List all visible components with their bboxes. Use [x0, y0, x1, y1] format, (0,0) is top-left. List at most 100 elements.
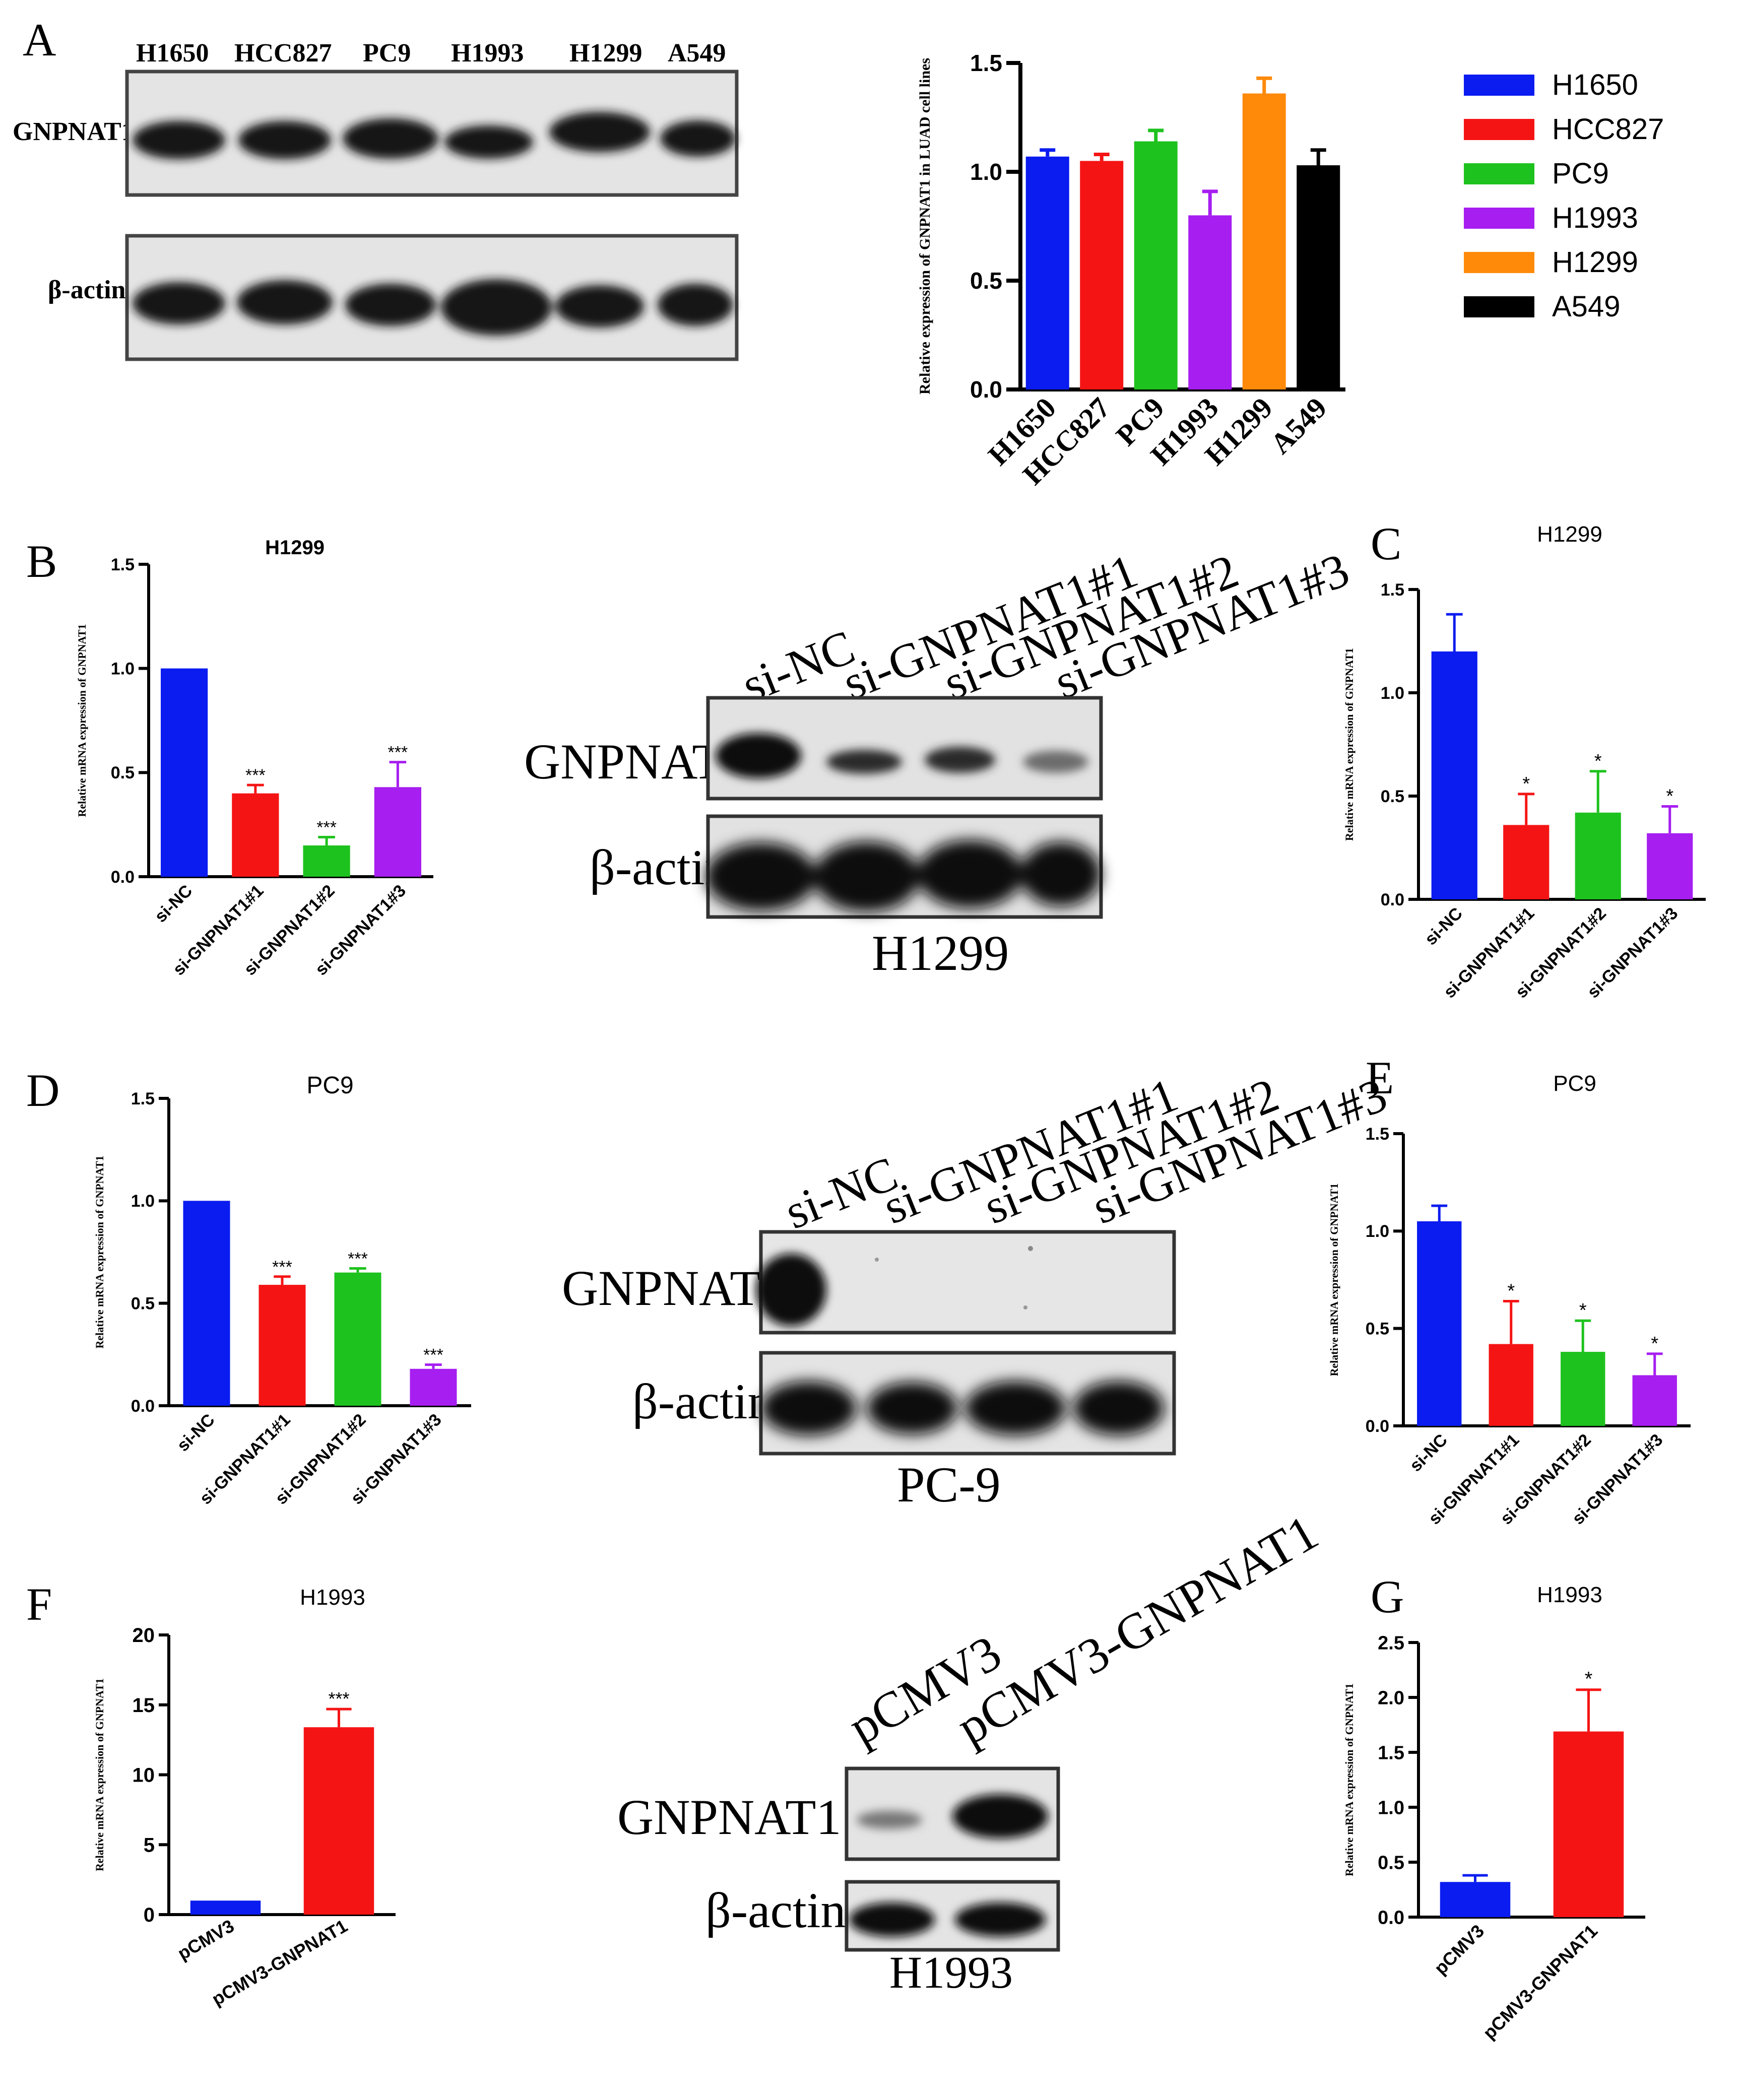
y-axis-label: Relative mRNA expression of GNPNAT1 — [1343, 648, 1355, 841]
bar — [334, 1272, 381, 1406]
significance-label: * — [1666, 786, 1673, 807]
panel-letter-f: F — [26, 1579, 52, 1630]
blot-a-band — [441, 279, 552, 336]
legend-swatch — [1464, 252, 1534, 273]
bar — [1561, 1352, 1605, 1426]
blot-pc9-speck — [1028, 1246, 1033, 1251]
panel-letter-a: A — [23, 14, 56, 65]
blot-pc9-row-label: GNPNAT1 — [562, 1260, 786, 1316]
y-axis-label: Relative mRNA expression of GNPNAT1 — [1328, 1184, 1340, 1376]
blot-a-band — [549, 112, 650, 152]
y-tick-label: 20 — [133, 1624, 155, 1647]
chart-a-cell-lines: 0.0 0.5 1.0 1.5 Relative expression of GNPNA… — [917, 50, 1345, 491]
blot-a-lane-label: H1993 — [451, 39, 524, 68]
blot-pc9-speck — [1023, 1305, 1027, 1309]
y-tick-label: 1.0 — [1378, 1797, 1404, 1818]
bar — [1575, 812, 1621, 899]
blot-h1993-row-label: GNPNAT1 — [617, 1789, 841, 1845]
significance-label: *** — [423, 1346, 443, 1365]
y-tick-label: 5 — [144, 1834, 155, 1856]
blot-h1993-band — [857, 1811, 922, 1829]
y-tick-label: 1.5 — [131, 1089, 155, 1108]
y-tick-label: 0.0 — [1366, 1417, 1389, 1436]
blot-a-band — [238, 121, 331, 159]
chart-e-pc9-knockdown: 0.0 0.5 1.0 1.5 Relative mRNA expression of … — [1328, 1071, 1691, 1529]
blot-pc9-row-label: β-actin — [632, 1373, 773, 1429]
x-tick-label: si-NC — [1406, 1430, 1451, 1476]
blot-a-band — [658, 284, 733, 326]
x-tick-label: pCMV3-GNPNAT1 — [1479, 1921, 1601, 2043]
legend-swatch — [1464, 208, 1534, 229]
x-tick-label: pCMV3 — [174, 1915, 237, 1964]
legend-swatch — [1464, 296, 1534, 317]
bar — [1080, 161, 1124, 389]
blot-h1299-band — [716, 733, 801, 778]
y-tick-label: 1.5 — [111, 555, 135, 574]
bar — [183, 1201, 230, 1406]
significance-label: * — [1507, 1281, 1515, 1302]
y-tick-label: 0.0 — [1381, 890, 1404, 909]
significance-label: * — [1585, 1668, 1593, 1690]
blot-h1299: si-NC si-GNPNAT1#1 si-GNPNAT1#2 si-GNPNA… — [524, 542, 1357, 981]
y-tick-label: 2.5 — [1378, 1632, 1404, 1654]
bar — [1417, 1221, 1462, 1426]
blot-pc9-band — [1073, 1381, 1164, 1435]
blot-pc9-band — [756, 1254, 826, 1326]
y-axis-label: Relative mRNA expression of GNPNAT1 — [93, 1156, 106, 1349]
y-tick-label: 0.5 — [1366, 1320, 1389, 1339]
legend-label: PC9 — [1552, 157, 1609, 190]
bar — [410, 1368, 457, 1406]
chart-title: PC9 — [306, 1072, 353, 1099]
blot-h1993-row-label: β-actin — [705, 1882, 846, 1938]
bar — [303, 1727, 374, 1915]
blot-h1299-band — [1023, 751, 1088, 773]
blot-a-lane-label: PC9 — [363, 39, 411, 68]
bar — [259, 1285, 306, 1406]
y-tick-label: 1.5 — [1366, 1125, 1389, 1144]
y-tick-label: 1.0 — [970, 159, 1002, 185]
blot-a-band — [133, 121, 225, 159]
panel-letter-b: B — [26, 536, 57, 587]
blot-h1993-band — [849, 1902, 935, 1937]
y-tick-label: 0.5 — [1381, 787, 1404, 806]
legend-label: H1650 — [1552, 69, 1638, 101]
significance-label: *** — [348, 1250, 368, 1269]
y-tick-label: 0.5 — [131, 1294, 155, 1314]
blot-pc9-band — [761, 1381, 857, 1435]
x-tick-label: si-NC — [1421, 904, 1466, 949]
blot-h1299-band — [814, 841, 920, 912]
bar — [303, 845, 350, 877]
chart-title: H1993 — [1537, 1583, 1602, 1607]
blot-pc9-caption: PC-9 — [897, 1457, 1001, 1513]
significance-label: *** — [328, 1688, 349, 1709]
y-tick-label: 1.5 — [970, 50, 1002, 76]
y-tick-label: 0.5 — [1378, 1852, 1404, 1873]
blot-h1993-membrane-bottom — [845, 1880, 1060, 1952]
legend-label: H1299 — [1552, 246, 1638, 279]
bar — [1188, 215, 1232, 389]
panel-letter-c: C — [1371, 518, 1401, 569]
panel-letter-e: E — [1366, 1052, 1394, 1103]
significance-label: *** — [388, 743, 408, 762]
y-axis-label: Relative mRNA expression of GNPNAT1 — [76, 624, 88, 817]
blot-h1993-lane-label: pCMV3-GNPNAT1 — [948, 1504, 1327, 1755]
bar — [1440, 1882, 1511, 1917]
significance-label: * — [1579, 1300, 1587, 1321]
significance-label: *** — [272, 1258, 292, 1277]
blot-panel-a: H1650 HCC827 PC9 H1993 H1299 A549 GNPNAT… — [13, 39, 739, 361]
blot-a-band — [345, 284, 436, 326]
significance-label: * — [1651, 1333, 1658, 1354]
y-tick-label: 2.0 — [1378, 1687, 1404, 1709]
bar — [1025, 156, 1069, 389]
bar — [232, 793, 279, 877]
y-tick-label: 0.0 — [131, 1397, 155, 1416]
bar — [161, 668, 208, 877]
blot-a-band — [555, 285, 644, 327]
blot-a-band — [660, 120, 736, 157]
bar — [1647, 833, 1693, 899]
bar — [1242, 93, 1286, 390]
chart-f-h1993-overexpression: 0 5 10 15 20 Relative mRNA expression of GNPN… — [93, 1585, 396, 2010]
y-tick-label: 1.5 — [1378, 1742, 1404, 1763]
y-tick-label: 0.0 — [1378, 1907, 1404, 1928]
